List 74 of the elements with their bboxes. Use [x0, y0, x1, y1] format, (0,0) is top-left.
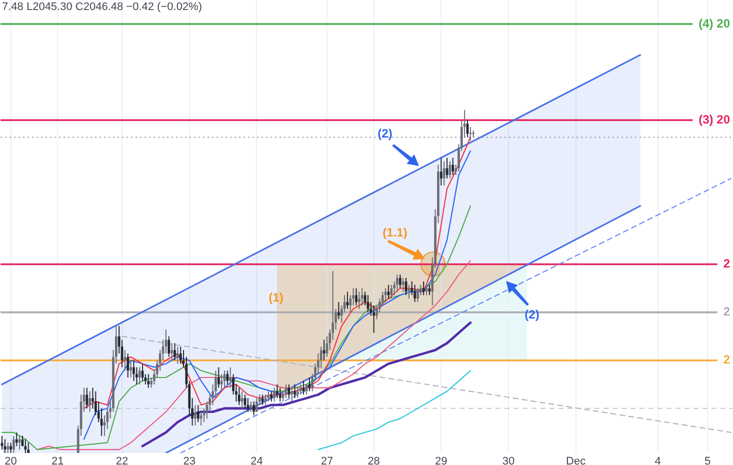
candlestick: [452, 157, 454, 176]
candlestick: [390, 284, 393, 300]
candlestick: [194, 404, 196, 426]
x-tick-label: 5: [704, 456, 711, 465]
candlestick: [355, 288, 358, 306]
candlestick: [273, 387, 276, 402]
candlestick: [238, 387, 240, 406]
candlestick: [399, 274, 402, 289]
candlestick: [179, 346, 182, 364]
candlestick: [288, 384, 290, 399]
candlestick: [308, 377, 311, 392]
candlestick: [270, 390, 273, 402]
x-tick-label: 21: [52, 456, 64, 465]
annotation: (2): [524, 307, 540, 322]
candlestick: [296, 387, 299, 399]
candlestick: [174, 342, 176, 361]
candlestick: [6, 442, 10, 453]
candlestick: [402, 277, 404, 292]
candlestick: [422, 280, 425, 296]
x-tick-label: 29: [435, 456, 448, 465]
candlestick: [229, 366, 232, 388]
candlestick: [414, 284, 416, 302]
annotation: (3) 20: [698, 112, 730, 126]
candlestick: [358, 291, 360, 310]
candlestick: [15, 432, 18, 447]
candlestick: [290, 387, 294, 402]
annotation: 2: [723, 256, 730, 271]
candlestick: [86, 387, 88, 409]
annotation: (2): [378, 126, 392, 140]
candlestick: [24, 438, 27, 453]
x-tick-label: 24: [250, 456, 263, 465]
candlestick: [299, 384, 302, 396]
candlestick: [132, 360, 135, 382]
annotation: (1.1): [382, 225, 408, 240]
candlestick: [126, 352, 130, 378]
candlestick: [217, 366, 220, 388]
candlestick: [176, 346, 179, 364]
candlestick: [196, 404, 200, 423]
x-tick-label: 4: [654, 456, 661, 465]
x-tick-label: 28: [368, 456, 380, 465]
candlestick: [276, 384, 278, 399]
candlestick: [278, 387, 282, 402]
candlestick: [256, 398, 258, 412]
candlestick: [252, 401, 255, 416]
candlestick: [416, 288, 419, 302]
x-tick-label: 20: [4, 456, 17, 465]
x-tick-label: 22: [116, 456, 128, 465]
x-tick-label: 27: [320, 456, 334, 465]
candlestick: [170, 342, 173, 361]
candlestick: [360, 288, 364, 306]
candlestick: [250, 401, 252, 412]
candlestick: [338, 302, 340, 320]
annotation: (1): [268, 290, 284, 304]
text: (4) 20: [698, 16, 730, 30]
candlestick: [147, 374, 150, 388]
candlestick: [168, 336, 170, 358]
candlestick: [294, 384, 296, 399]
candlestick: [27, 442, 30, 453]
candlestick: [200, 411, 202, 426]
candlestick: [10, 442, 12, 453]
candlestick: [372, 304, 375, 334]
candlestick: [12, 435, 15, 453]
candlestick: [442, 160, 446, 186]
text: 7.48 L2045.30 C2046.48 −0.42 (−0.02%): [2, 1, 202, 14]
annotation: 2: [723, 352, 730, 367]
annotation: 2: [723, 304, 730, 319]
x-tick-label: Dec: [566, 456, 586, 465]
candlestick: [440, 157, 442, 186]
candlestick: [88, 390, 91, 412]
x-tick-label: 30: [502, 456, 515, 465]
candlestick: [130, 360, 132, 378]
candlestick: [138, 366, 141, 385]
candlestick: [396, 274, 398, 292]
x-tick-label: 23: [183, 456, 196, 465]
